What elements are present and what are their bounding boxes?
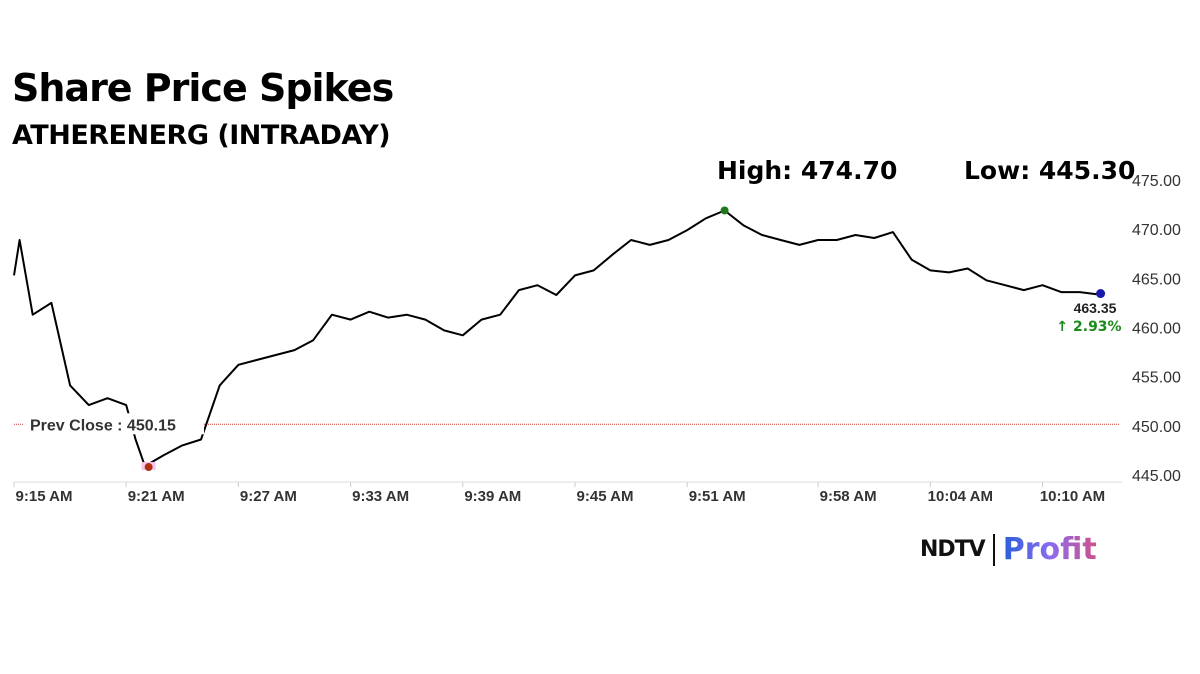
x-tick-label: 9:15 AM xyxy=(16,488,73,505)
low-marker xyxy=(144,463,153,472)
x-tick-label: 10:04 AM xyxy=(928,488,993,505)
last-price-marker xyxy=(1096,289,1106,299)
prev-close-label-bg xyxy=(24,413,204,435)
x-tick-label: 9:51 AM xyxy=(689,488,746,505)
x-tick-label: 9:39 AM xyxy=(464,488,521,505)
price-line xyxy=(13,209,1099,468)
logo-ndtv: NDTV xyxy=(920,537,986,562)
x-tick-label: 9:21 AM xyxy=(128,488,185,505)
y-tick-label: 460.00 xyxy=(1132,320,1181,337)
y-tick-label: 465.00 xyxy=(1132,271,1181,288)
change-percent-label: ↑ 2.93% xyxy=(1056,319,1121,335)
x-tick-label: 10:10 AM xyxy=(1040,488,1105,505)
x-tick-label: 9:45 AM xyxy=(577,488,634,505)
low-label: Low: 445.30 xyxy=(964,156,1136,185)
high-label: High: 474.70 xyxy=(717,156,898,185)
x-tick-label: 9:58 AM xyxy=(820,488,877,505)
prev-close-label: Prev Close : 450.15 xyxy=(30,417,176,434)
y-tick-label: 475.00 xyxy=(1132,173,1181,190)
ndtv-profit-logo: NDTV Profit xyxy=(920,532,1097,567)
last-price-label: 463.35 xyxy=(1074,300,1117,316)
x-tick-label: 9:27 AM xyxy=(240,488,297,505)
logo-divider xyxy=(992,533,995,566)
chart-subtitle: ATHERENERG (INTRADAY) xyxy=(12,120,391,151)
chart-title: Share Price Spikes xyxy=(12,66,394,110)
logo-profit: Profit xyxy=(1002,532,1097,567)
y-tick-label: 455.00 xyxy=(1132,370,1181,387)
y-tick-label: 470.00 xyxy=(1132,222,1181,239)
x-tick-label: 9:33 AM xyxy=(352,488,409,505)
high-marker xyxy=(720,206,729,215)
y-tick-label: 450.00 xyxy=(1132,419,1181,436)
y-tick-label: 445.00 xyxy=(1132,468,1181,485)
